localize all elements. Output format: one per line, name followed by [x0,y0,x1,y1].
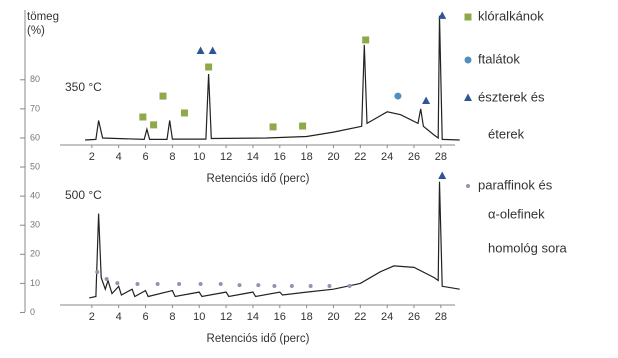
x-tick-label: 6 [142,311,148,323]
legend-label: klóralkánok [478,8,544,23]
marker-dot [104,277,109,282]
x-tick-label: 26 [408,311,420,323]
panel-label: 500 °C [65,188,102,202]
marker-dot [237,283,242,288]
x-tick-label: 8 [169,311,175,323]
marker-circle [394,92,402,100]
x-tick-label: 18 [301,311,313,323]
x-tick-label: 22 [354,311,366,323]
marker-triangle [208,46,217,55]
x-tick-label: 14 [247,151,259,163]
x-tick-label: 18 [301,151,313,163]
marker-dot [95,270,100,275]
marker-dot [115,281,120,286]
legend-marker [464,93,472,101]
marker-square [150,121,158,129]
x-tick-label: 14 [247,311,259,323]
marker-square [159,92,167,100]
legend-marker [464,13,472,21]
legend-label: α-olefinek [488,206,545,221]
marker-dot [177,281,182,286]
marker-triangle [196,46,205,55]
marker-dot [218,281,223,286]
x-tick-label: 28 [435,151,447,163]
marker-dot [135,281,140,286]
legend-label: észterek és [478,89,545,104]
y-tick-label: 80 [30,74,40,84]
x-tick-label: 16 [274,311,286,323]
legend-label: paraffinok és [478,177,553,192]
legend-label: éterek [488,126,525,141]
legend-label: ftalátok [478,51,520,66]
x-tick-label: 12 [220,151,232,163]
y-axis-title: (%) [27,25,45,37]
y-tick-label: 40 [30,191,40,201]
y-tick-label: 60 [30,132,40,142]
marker-dot [289,283,294,288]
x-tick-label: 20 [327,151,339,163]
legend: klóralkánok ftalátok észterek és éterek para… [464,8,568,255]
legend-marker [464,56,472,64]
x-tick-label: 4 [116,311,122,323]
marker-triangle [422,96,431,105]
marker-dot [347,283,352,288]
legend-item: paraffinok és α-olefinek homológ sora [466,177,568,255]
x-axis-title: Retenciós idő (perc) [207,333,310,345]
marker-square [139,113,147,121]
marker-triangle [438,11,447,19]
x-tick-label: 2 [89,311,95,323]
marker-dot [198,281,203,286]
marker-dot [327,283,332,288]
y-axis-title: tömeg [27,11,59,23]
x-tick-label: 6 [142,151,148,163]
x-tick-label: 4 [116,151,122,163]
marker-square [269,123,277,131]
x-tick-label: 10 [193,311,205,323]
y-tick-label: 0 [30,307,35,317]
x-tick-label: 2 [89,151,95,163]
marker-square [299,122,307,130]
x-tick-label: 22 [354,151,366,163]
legend-item: ftalátok [464,51,520,66]
y-tick-label: 20 [30,249,40,259]
x-axis-title: Retenciós idő (perc) [207,173,310,185]
x-tick-label: 26 [408,151,420,163]
x-tick-label: 28 [435,311,447,323]
legend-item: észterek és éterek [464,89,545,141]
x-tick-label: 20 [327,311,339,323]
marker-square [180,109,188,117]
x-tick-label: 16 [274,151,286,163]
chromatogram-line [89,181,460,299]
panel-label: 350 °C [65,80,102,94]
chromatogram-line [85,15,460,141]
x-tick-label: 24 [381,151,393,163]
x-tick-label: 12 [220,311,232,323]
legend-marker [466,184,470,188]
marker-dot [155,281,160,286]
y-tick-label: 10 [30,278,40,288]
marker-dot [272,283,277,288]
y-tick-label: 30 [30,220,40,230]
marker-dot [256,283,261,288]
marker-square [205,63,213,71]
y-tick-label: 70 [30,103,40,113]
legend-label: homológ sora [488,240,568,255]
marker-triangle [438,171,447,180]
x-tick-label: 8 [169,151,175,163]
marker-square [362,36,370,44]
x-tick-label: 24 [381,311,393,323]
marker-dot [308,283,313,288]
y-tick-label: 50 [30,161,40,171]
x-tick-label: 10 [193,151,205,163]
legend-item: klóralkánok [464,8,544,23]
